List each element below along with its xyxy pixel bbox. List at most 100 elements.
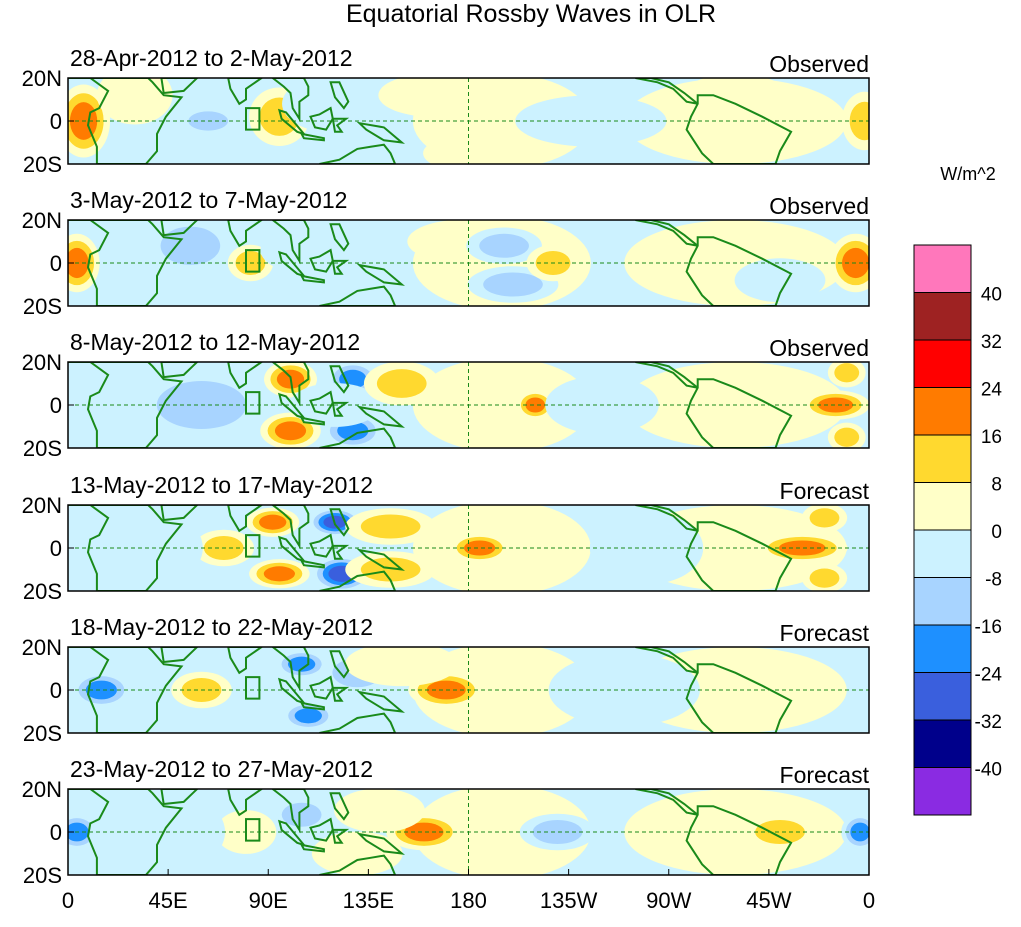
colorbar-label: 32 bbox=[981, 332, 1002, 353]
anomaly-contour bbox=[160, 226, 221, 266]
x-tick-label: 90W bbox=[646, 888, 691, 913]
anomaly-contour bbox=[259, 514, 287, 530]
coastline bbox=[160, 505, 199, 522]
anomaly-field bbox=[68, 78, 869, 164]
anomaly-contour bbox=[260, 224, 374, 276]
colorbar-label: 24 bbox=[981, 380, 1003, 401]
y-tick-label: 20N bbox=[22, 493, 62, 518]
anomaly-contour bbox=[281, 802, 322, 827]
anomaly-contour bbox=[479, 233, 529, 258]
anomaly-field bbox=[68, 505, 848, 591]
anomaly-contour bbox=[483, 272, 543, 297]
panel-status-label: Observed bbox=[769, 51, 869, 77]
panel-status-label: Observed bbox=[769, 193, 869, 219]
coastline bbox=[331, 117, 350, 133]
anomaly-contour bbox=[334, 789, 425, 833]
colorbar-swatch bbox=[913, 482, 972, 531]
colorbar-swatch bbox=[913, 339, 972, 388]
coastline bbox=[68, 78, 184, 164]
coastline bbox=[160, 220, 199, 237]
x-tick-label: 0 bbox=[863, 888, 875, 913]
anomaly-contour bbox=[532, 819, 583, 845]
colorbar-label: -8 bbox=[985, 570, 1002, 591]
colorbar-label: -40 bbox=[975, 760, 1002, 781]
colorbar-label: -24 bbox=[975, 665, 1003, 686]
region-box bbox=[245, 534, 261, 558]
coastline bbox=[299, 274, 325, 284]
panel-status-label: Forecast bbox=[780, 478, 870, 504]
anomaly-contour bbox=[809, 508, 840, 528]
region-box bbox=[245, 818, 261, 842]
anomaly-contour bbox=[376, 369, 427, 398]
y-tick-label: 0 bbox=[50, 393, 62, 418]
coastline bbox=[227, 78, 264, 106]
coastline bbox=[68, 362, 184, 448]
colorbar-label: 40 bbox=[981, 285, 1002, 306]
panel-period-label: 18-May-2012 to 22-May-2012 bbox=[70, 614, 373, 640]
coastline bbox=[271, 789, 310, 834]
coastline bbox=[271, 220, 310, 265]
anomaly-contour bbox=[818, 397, 854, 413]
colorbar-swatch bbox=[913, 767, 972, 816]
colorbar-swatch bbox=[913, 292, 972, 341]
y-tick-label: 20S bbox=[23, 579, 62, 604]
x-tick-label: 0 bbox=[62, 888, 74, 913]
coastline bbox=[329, 81, 350, 110]
coastline bbox=[299, 701, 325, 711]
panel-period-label: 23-May-2012 to 27-May-2012 bbox=[70, 756, 373, 782]
coastline bbox=[356, 121, 406, 144]
colorbar-label: 8 bbox=[991, 475, 1002, 496]
y-tick-label: 20S bbox=[23, 436, 62, 461]
colorbar-label: 16 bbox=[981, 427, 1002, 448]
y-tick-label: 20N bbox=[22, 208, 62, 233]
anomaly-contour bbox=[360, 514, 421, 539]
coastline bbox=[271, 78, 310, 123]
coastline bbox=[319, 143, 397, 164]
colorbar-label: -16 bbox=[975, 617, 1002, 638]
coastline bbox=[68, 505, 184, 591]
anomaly-contour bbox=[589, 511, 704, 585]
coastline bbox=[331, 401, 350, 417]
coastline bbox=[685, 805, 793, 875]
colorbar: 40 32 24 16 8 0 -8 -16 -24 -32 -40 bbox=[913, 244, 1003, 816]
coastline bbox=[160, 789, 199, 806]
colorbar-swatch bbox=[913, 434, 972, 483]
anomaly-background-band bbox=[412, 647, 591, 733]
colorbar-swatch bbox=[913, 624, 972, 673]
coastline bbox=[331, 686, 350, 702]
coastline bbox=[227, 647, 264, 675]
panel-period-label: 13-May-2012 to 17-May-2012 bbox=[70, 472, 373, 498]
coastline bbox=[356, 548, 406, 571]
coastline bbox=[227, 789, 264, 817]
panel-group: 28-Apr-2012 to 2-May-2012 Observed 20N 0 20S… bbox=[22, 45, 870, 888]
y-tick-label: 20S bbox=[23, 294, 62, 319]
y-tick-label: 0 bbox=[50, 820, 62, 845]
coastline bbox=[68, 647, 184, 733]
panel-5: 18-May-2012 to 22-May-2012 Forecast 20N 0 20… bbox=[22, 614, 870, 746]
anomaly-contour bbox=[294, 708, 322, 724]
coastline bbox=[329, 792, 350, 821]
anomaly-contour bbox=[274, 421, 307, 441]
panel-status-label: Forecast bbox=[780, 620, 870, 646]
colorbar-label: 0 bbox=[991, 522, 1002, 543]
y-tick-label: 20N bbox=[22, 635, 62, 660]
anomaly-contour bbox=[734, 258, 826, 303]
x-tick-label: 180 bbox=[450, 888, 487, 913]
coastline bbox=[685, 521, 793, 591]
coastline bbox=[319, 570, 397, 591]
coastline bbox=[685, 94, 793, 164]
coastline bbox=[356, 263, 405, 286]
panel-1: 28-Apr-2012 to 2-May-2012 Observed 20N 0 20S bbox=[22, 45, 870, 177]
anomaly-contour bbox=[525, 397, 546, 413]
anomaly-contour bbox=[88, 789, 226, 875]
y-tick-label: 0 bbox=[50, 251, 62, 276]
anomaly-contour bbox=[345, 647, 459, 687]
colorbar-swatch bbox=[913, 387, 972, 436]
x-tick-label: 135W bbox=[540, 888, 598, 913]
coastline bbox=[685, 378, 793, 448]
anomaly-contour bbox=[378, 78, 492, 118]
y-tick-label: 20S bbox=[23, 152, 62, 177]
panel-period-label: 28-Apr-2012 to 2-May-2012 bbox=[70, 45, 353, 71]
panel-6: 23-May-2012 to 27-May-2012 Forecast 20N 0 20… bbox=[22, 756, 870, 888]
colorbar-swatch bbox=[913, 672, 972, 721]
